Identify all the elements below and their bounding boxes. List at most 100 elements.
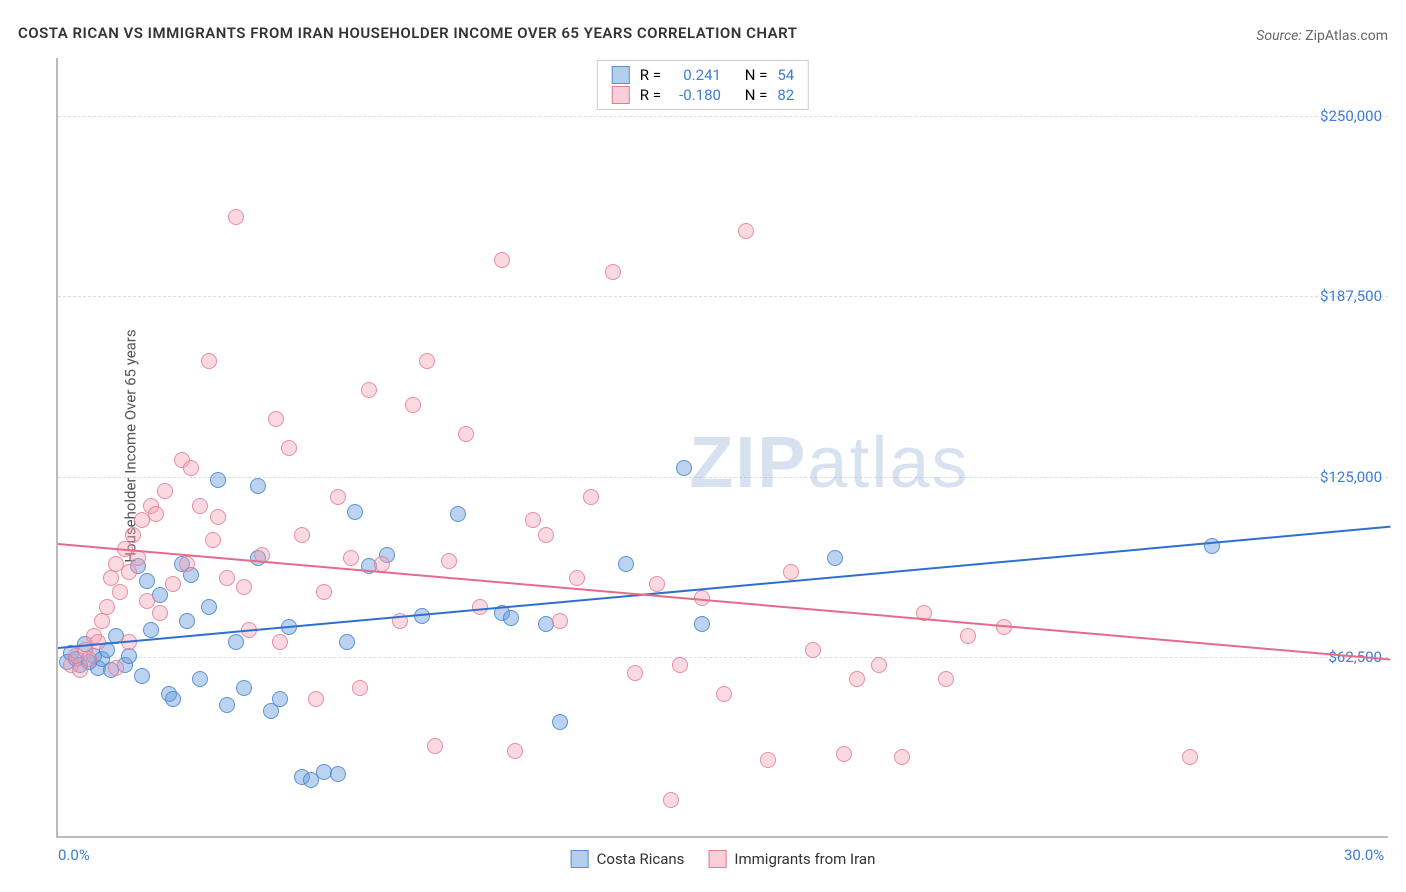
- data-point-immigrants_iran: [308, 691, 324, 707]
- r-value-blue: 0.241: [671, 66, 721, 84]
- data-point-costa_ricans: [676, 460, 692, 476]
- watermark-bold: ZIP: [689, 423, 807, 503]
- data-point-immigrants_iran: [783, 564, 799, 580]
- data-point-immigrants_iran: [494, 252, 510, 268]
- data-point-immigrants_iran: [228, 209, 244, 225]
- data-point-costa_ricans: [450, 506, 466, 522]
- data-point-costa_ricans: [121, 648, 137, 664]
- data-point-immigrants_iran: [419, 353, 435, 369]
- data-point-immigrants_iran: [152, 605, 168, 621]
- data-point-immigrants_iran: [552, 613, 568, 629]
- gridline: [58, 296, 1388, 297]
- data-point-immigrants_iran: [272, 634, 288, 650]
- data-point-immigrants_iran: [894, 749, 910, 765]
- y-tick-label: $125,000: [1320, 468, 1382, 486]
- data-point-immigrants_iran: [352, 680, 368, 696]
- series-legend: Costa Ricans Immigrants from Iran: [571, 850, 876, 868]
- n-label: N =: [745, 86, 768, 104]
- legend-row-pink: R = -0.180 N = 82: [612, 85, 794, 105]
- source-value: ZipAtlas.com: [1305, 28, 1388, 44]
- data-point-immigrants_iran: [205, 532, 221, 548]
- data-point-costa_ricans: [143, 622, 159, 638]
- x-tick-label: 0.0%: [58, 846, 90, 864]
- swatch-pink: [612, 86, 630, 104]
- data-point-costa_ricans: [694, 616, 710, 632]
- data-point-costa_ricans: [272, 691, 288, 707]
- data-point-immigrants_iran: [157, 483, 173, 499]
- legend-row-blue: R = 0.241 N = 54: [612, 65, 794, 85]
- data-point-immigrants_iran: [210, 509, 226, 525]
- data-point-immigrants_iran: [538, 527, 554, 543]
- swatch-pink: [708, 850, 726, 868]
- data-point-costa_ricans: [339, 634, 355, 650]
- plot-area: ZIPatlas Costa Ricans Immigrants from Ir…: [56, 58, 1388, 838]
- data-point-immigrants_iran: [112, 584, 128, 600]
- watermark: ZIPatlas: [689, 422, 969, 504]
- data-point-immigrants_iran: [94, 613, 110, 629]
- data-point-immigrants_iran: [148, 506, 164, 522]
- data-point-costa_ricans: [347, 504, 363, 520]
- data-point-immigrants_iran: [716, 686, 732, 702]
- data-point-immigrants_iran: [649, 576, 665, 592]
- y-tick-label: $250,000: [1320, 107, 1382, 125]
- data-point-costa_ricans: [134, 668, 150, 684]
- data-point-immigrants_iran: [183, 460, 199, 476]
- data-point-costa_ricans: [179, 613, 195, 629]
- source-label: Source:: [1256, 28, 1301, 44]
- data-point-immigrants_iran: [583, 489, 599, 505]
- data-point-costa_ricans: [219, 697, 235, 713]
- data-point-immigrants_iran: [605, 264, 621, 280]
- legend-label-blue: Costa Ricans: [597, 850, 685, 868]
- data-point-immigrants_iran: [458, 426, 474, 442]
- data-point-costa_ricans: [503, 610, 519, 626]
- legend-label-pink: Immigrants from Iran: [734, 850, 875, 868]
- data-point-costa_ricans: [552, 714, 568, 730]
- data-point-immigrants_iran: [81, 651, 97, 667]
- data-point-immigrants_iran: [441, 553, 457, 569]
- data-point-immigrants_iran: [871, 657, 887, 673]
- data-point-immigrants_iran: [108, 660, 124, 676]
- data-point-immigrants_iran: [330, 489, 346, 505]
- trendline-immigrants_iran: [58, 543, 1390, 661]
- watermark-light: atlas: [807, 423, 969, 503]
- n-label: N =: [745, 66, 768, 84]
- data-point-immigrants_iran: [139, 593, 155, 609]
- data-point-costa_ricans: [330, 766, 346, 782]
- data-point-immigrants_iran: [179, 556, 195, 572]
- r-label: R =: [640, 66, 661, 84]
- n-value-pink: 82: [777, 86, 794, 104]
- data-point-costa_ricans: [139, 573, 155, 589]
- r-value-pink: -0.180: [671, 86, 721, 104]
- data-point-immigrants_iran: [627, 665, 643, 681]
- data-point-immigrants_iran: [849, 671, 865, 687]
- data-point-immigrants_iran: [90, 634, 106, 650]
- data-point-immigrants_iran: [805, 642, 821, 658]
- data-point-costa_ricans: [250, 478, 266, 494]
- legend-item-pink: Immigrants from Iran: [708, 850, 875, 868]
- data-point-immigrants_iran: [507, 743, 523, 759]
- x-tick-label: 30.0%: [1344, 846, 1384, 864]
- data-point-costa_ricans: [210, 472, 226, 488]
- data-point-immigrants_iran: [192, 498, 208, 514]
- data-point-costa_ricans: [192, 671, 208, 687]
- data-point-immigrants_iran: [938, 671, 954, 687]
- data-point-immigrants_iran: [201, 353, 217, 369]
- data-point-immigrants_iran: [427, 738, 443, 754]
- swatch-blue: [612, 66, 630, 84]
- gridline: [58, 657, 1388, 658]
- data-point-immigrants_iran: [99, 599, 115, 615]
- data-point-immigrants_iran: [343, 550, 359, 566]
- data-point-immigrants_iran: [525, 512, 541, 528]
- data-point-immigrants_iran: [374, 556, 390, 572]
- trendline-costa_ricans: [58, 526, 1390, 649]
- data-point-immigrants_iran: [125, 527, 141, 543]
- swatch-blue: [571, 850, 589, 868]
- data-point-immigrants_iran: [165, 576, 181, 592]
- y-tick-label: $187,500: [1320, 287, 1382, 305]
- data-point-immigrants_iran: [760, 752, 776, 768]
- data-point-immigrants_iran: [663, 792, 679, 808]
- data-point-immigrants_iran: [281, 440, 297, 456]
- data-point-immigrants_iran: [121, 564, 137, 580]
- data-point-immigrants_iran: [361, 382, 377, 398]
- chart-title: COSTA RICAN VS IMMIGRANTS FROM IRAN HOUS…: [18, 24, 797, 42]
